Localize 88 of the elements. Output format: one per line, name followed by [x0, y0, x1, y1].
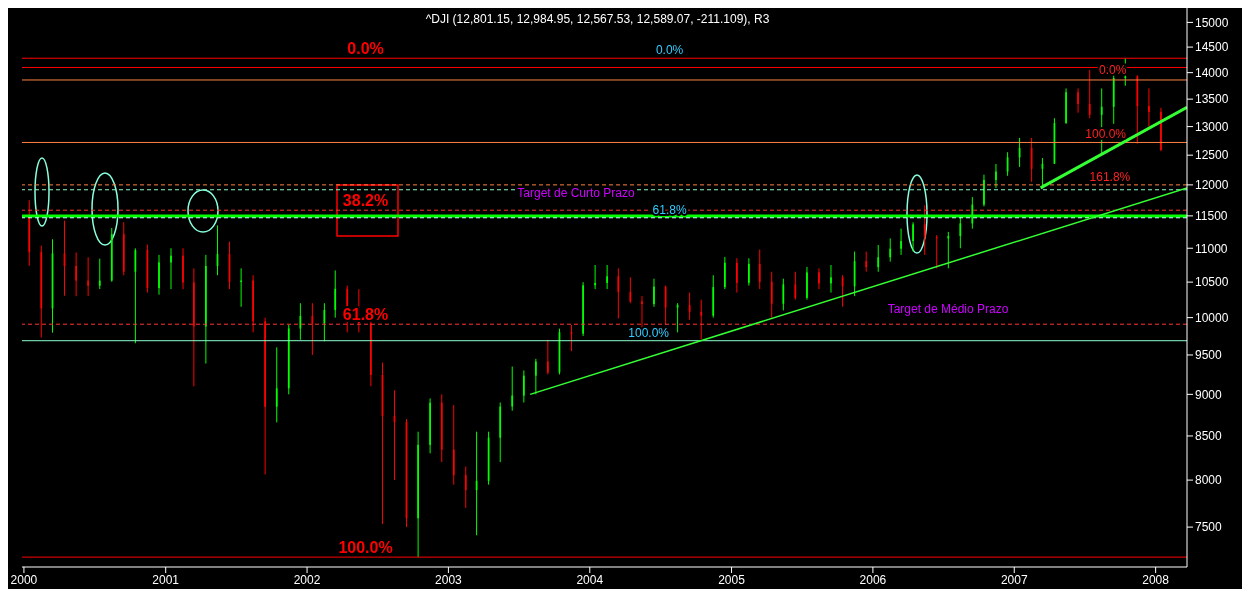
annotation: 61.8% — [652, 202, 687, 217]
candlestick — [617, 267, 620, 319]
candlestick — [264, 317, 266, 475]
candlestick — [464, 466, 467, 509]
x-tick-label: 2008 — [1142, 572, 1170, 587]
y-tick-label: 12500 — [1195, 148, 1229, 163]
candlestick — [748, 257, 750, 287]
candlestick — [983, 174, 985, 207]
candlestick — [935, 234, 938, 269]
candlestick — [606, 264, 608, 290]
candlestick — [912, 221, 914, 253]
candlestick — [865, 251, 868, 273]
candlestick — [735, 257, 738, 294]
y-tick-label: 13500 — [1195, 92, 1229, 107]
candlestick — [900, 228, 902, 256]
annotation: 0.0% — [347, 40, 384, 58]
candlestick — [182, 247, 184, 290]
candlestick — [830, 264, 832, 294]
annotation: 100.0% — [338, 539, 393, 557]
candlestick — [594, 264, 596, 290]
annotation: Target de Médio Prazo — [885, 302, 1011, 316]
candlestick — [369, 320, 372, 387]
candlestick — [511, 366, 514, 412]
y-tick-label: 9500 — [1195, 348, 1223, 363]
annotation: 161.8% — [1089, 169, 1131, 184]
candlestick — [546, 339, 549, 375]
candlestick — [275, 346, 278, 423]
candlestick — [1088, 69, 1091, 119]
candlestick — [653, 278, 655, 308]
candlestick — [334, 269, 337, 319]
y-tick-label: 13000 — [1195, 119, 1229, 134]
candlestick — [429, 397, 431, 454]
candlestick — [417, 431, 419, 558]
y-tick-label: 9000 — [1195, 387, 1223, 402]
y-tick-label: 8500 — [1195, 429, 1223, 444]
annotation: 0.0% — [655, 43, 684, 58]
candlestick — [818, 267, 820, 290]
candlestick — [75, 251, 77, 297]
candlestick — [770, 271, 773, 319]
y-tick-label: 8000 — [1195, 473, 1223, 488]
candlestick — [1065, 87, 1067, 125]
candlestick — [522, 369, 525, 403]
y-tick-label: 15000 — [1195, 15, 1229, 30]
y-tick-label: 10000 — [1195, 310, 1229, 325]
candlestick — [806, 266, 808, 301]
candlestick — [794, 271, 797, 301]
candlestick — [923, 204, 926, 256]
candlestick — [87, 256, 89, 297]
candlestick — [192, 267, 195, 387]
y-tick-label: 14500 — [1195, 40, 1229, 55]
candlestick — [947, 231, 950, 269]
annotation: 38.2% — [342, 192, 389, 210]
candlestick — [700, 299, 703, 340]
candlestick — [782, 278, 785, 311]
candlestick — [889, 237, 892, 263]
annotation: 100.0% — [628, 325, 670, 340]
candlestick — [723, 256, 726, 290]
chart-title: ^DJI (12,801.15, 12,984.95, 12,567.53, 12,589.07, -211.109), R3 — [424, 12, 771, 26]
candlestick — [1077, 87, 1079, 114]
candlestick — [252, 274, 254, 333]
x-tick-label: 2005 — [718, 572, 746, 587]
annotation: Target de Curto Prazo — [515, 186, 637, 200]
candlestick — [170, 247, 172, 290]
y-tick-label: 11500 — [1195, 209, 1228, 224]
x-tick-label: 2006 — [859, 572, 887, 587]
candlestick — [1148, 87, 1150, 128]
x-tick-label: 2002 — [293, 572, 321, 587]
candlestick — [158, 254, 160, 296]
y-tick-label: 7500 — [1195, 520, 1223, 535]
candlestick — [98, 258, 101, 290]
x-tick-label: 2000 — [10, 572, 38, 587]
y-tick-label: 11000 — [1195, 241, 1228, 256]
candlestick — [877, 244, 880, 273]
x-tick-label: 2007 — [1000, 572, 1028, 587]
candlestick — [995, 163, 997, 189]
x-tick-label: 2003 — [435, 572, 463, 587]
y-tick-label: 10500 — [1195, 275, 1229, 290]
candlestick — [1160, 107, 1162, 152]
candlestick — [205, 254, 207, 365]
x-tick-label: 2001 — [152, 572, 180, 587]
candlestick — [570, 324, 573, 352]
candlestick — [758, 249, 761, 290]
candlestick — [534, 358, 537, 395]
candlestick — [582, 281, 584, 337]
x-tick-label: 2004 — [576, 572, 604, 587]
y-tick-label: 14000 — [1195, 65, 1229, 80]
y-tick-label: 12000 — [1195, 178, 1229, 193]
candlestick — [629, 276, 632, 304]
